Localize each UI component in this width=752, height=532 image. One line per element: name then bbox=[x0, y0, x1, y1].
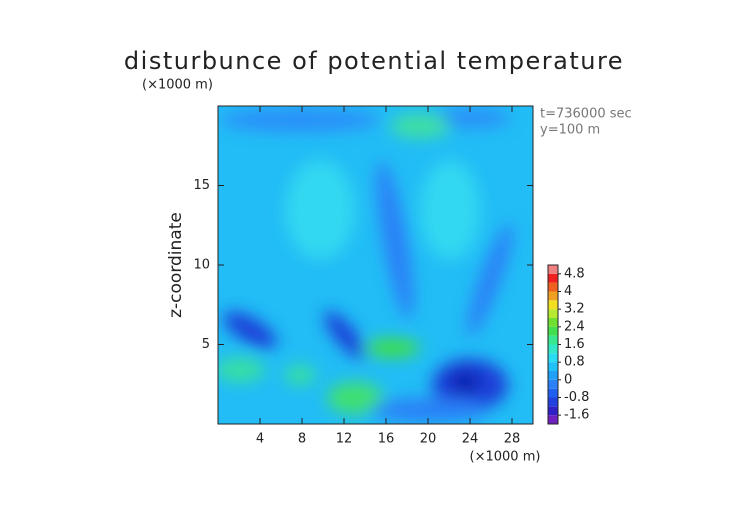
colorbar-tick-label: 0 bbox=[564, 372, 572, 387]
colorbar-segment bbox=[548, 344, 558, 354]
colorbar-tick-label: 4.8 bbox=[564, 266, 585, 281]
colorbar-segment bbox=[548, 353, 558, 363]
y-tick-label: 5 bbox=[202, 337, 210, 352]
colorbar-segment bbox=[548, 291, 558, 301]
x-unit: (×1000 m) bbox=[470, 450, 541, 465]
x-tick-label: 24 bbox=[462, 432, 479, 447]
annotation: t=736000 sec bbox=[540, 107, 632, 122]
colorbar-segment bbox=[548, 300, 558, 310]
colorbar-segment bbox=[548, 371, 558, 380]
colorbar-segment bbox=[548, 406, 558, 416]
colorbar-segment bbox=[548, 273, 558, 283]
chart-title: disturbunce of potential temperature bbox=[124, 47, 624, 75]
colorbar-segment bbox=[548, 379, 558, 389]
colorbar-tick-label: 4 bbox=[564, 284, 572, 299]
colorbar-segment bbox=[548, 415, 558, 424]
colorbar-tick-label: 0.8 bbox=[564, 355, 585, 370]
x-tick-label: 16 bbox=[378, 432, 395, 447]
colorbar-segment bbox=[548, 318, 558, 327]
colorbar-segment bbox=[548, 326, 558, 336]
colorbar-tick-label: -1.6 bbox=[564, 408, 589, 423]
colorbar-segment bbox=[548, 388, 558, 398]
colorbar-tick-label: -0.8 bbox=[564, 390, 589, 405]
colorbar-tick-label: 2.4 bbox=[564, 319, 585, 334]
y-axis-label: z-coordinate bbox=[166, 212, 186, 318]
annotation: y=100 m bbox=[540, 123, 600, 138]
x-tick-label: 8 bbox=[298, 432, 306, 447]
y-tick-label: 10 bbox=[193, 258, 210, 273]
x-tick-label: 4 bbox=[256, 432, 264, 447]
colorbar-tick-label: 3.2 bbox=[564, 302, 585, 317]
y-tick-label: 15 bbox=[193, 178, 210, 193]
colorbar-segment bbox=[548, 265, 558, 274]
contour-field bbox=[218, 106, 533, 424]
colorbar-segment bbox=[548, 282, 558, 292]
colorbar-segment bbox=[548, 397, 558, 407]
colorbar-segment bbox=[548, 309, 558, 318]
colorbar-segment bbox=[548, 335, 558, 345]
colorbar-tick-label: 1.6 bbox=[564, 337, 585, 352]
y-unit: (×1000 m) bbox=[142, 78, 213, 93]
colorbar-segment bbox=[548, 362, 558, 371]
x-tick-label: 28 bbox=[504, 432, 521, 447]
x-tick-label: 12 bbox=[336, 432, 353, 447]
x-tick-label: 20 bbox=[420, 432, 437, 447]
